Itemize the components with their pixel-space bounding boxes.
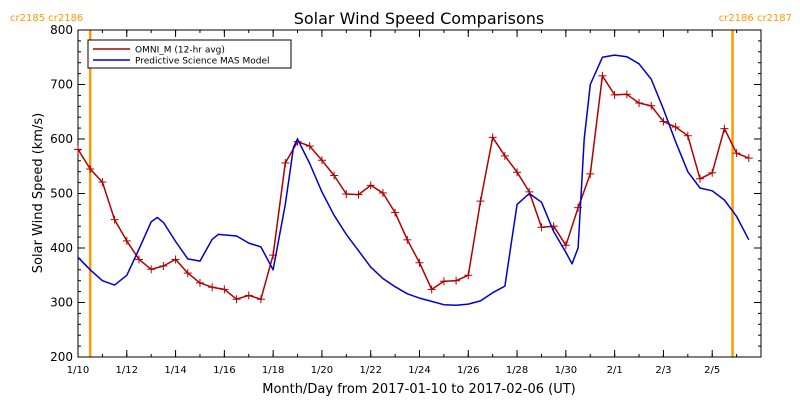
y-tick-label: 400 <box>50 241 73 255</box>
data-point-marker <box>86 164 95 173</box>
data-point-marker <box>391 208 400 217</box>
y-tick-label: 200 <box>50 350 73 364</box>
x-tick-label: 1/24 <box>408 365 430 376</box>
data-point-marker <box>281 158 290 167</box>
data-point-marker <box>598 71 607 80</box>
x-tick-label: 2/1 <box>607 365 623 376</box>
x-axis-label: Month/Day from 2017-01-10 to 2017-02-06 … <box>262 382 575 397</box>
series-line-2 <box>77 54 750 306</box>
cr-label: cr2185 cr2186 <box>10 13 83 24</box>
y-tick-label: 800 <box>50 23 73 37</box>
data-point-marker <box>110 215 119 224</box>
data-point-marker <box>195 278 204 287</box>
data-point-marker <box>122 236 131 245</box>
x-tick-label: 1/10 <box>67 365 89 376</box>
x-tick-label: 1/20 <box>311 365 333 376</box>
data-point-marker <box>98 178 107 187</box>
y-tick-label: 700 <box>50 78 73 92</box>
x-tick-label: 2/3 <box>655 365 671 376</box>
data-point-marker <box>147 265 156 274</box>
series-line-1 <box>77 75 750 300</box>
data-point-marker <box>708 168 717 177</box>
data-point-marker <box>183 269 192 278</box>
y-axis-label: Solar Wind Speed (km/s) <box>31 113 46 273</box>
data-point-marker <box>159 261 168 270</box>
data-point-marker <box>622 90 631 99</box>
data-point-marker <box>378 188 387 197</box>
data-point-marker <box>134 255 143 264</box>
data-point-marker <box>403 235 412 244</box>
data-point-marker <box>464 271 473 280</box>
legend: OMNI_M (12-hr avg)Predictive Science MAS… <box>87 39 292 69</box>
data-point-marker <box>610 90 619 99</box>
data-point-marker <box>635 99 644 108</box>
data-point-marker <box>696 174 705 183</box>
data-point-marker <box>305 142 314 151</box>
x-tick-label: 1/16 <box>213 365 235 376</box>
x-tick-label: 1/28 <box>506 365 528 376</box>
data-point-marker <box>537 223 546 232</box>
data-point-marker <box>476 197 485 206</box>
data-point-marker <box>452 276 461 285</box>
y-tick-label: 300 <box>50 296 73 310</box>
legend-label: OMNI_M (12-hr avg) <box>135 46 225 56</box>
data-point-marker <box>330 171 339 180</box>
data-point-marker <box>220 285 229 294</box>
carrington-rotation-layer: cr2185 cr2186 cr2186 cr2187 <box>10 13 792 357</box>
data-point-marker <box>317 156 326 165</box>
x-tick-label: 1/12 <box>116 365 138 376</box>
data-point-marker <box>720 124 729 133</box>
series-layer <box>74 54 753 306</box>
x-tick-label: 1/30 <box>555 365 577 376</box>
data-point-marker <box>171 255 180 264</box>
data-point-marker <box>500 151 509 160</box>
data-point-marker <box>488 133 497 142</box>
data-point-marker <box>256 295 265 304</box>
y-tick-label: 600 <box>50 132 73 146</box>
data-point-marker <box>366 181 375 190</box>
data-point-marker <box>342 190 351 199</box>
data-point-marker <box>659 117 668 126</box>
data-point-marker <box>671 123 680 132</box>
legend-box <box>87 39 292 69</box>
data-point-marker <box>354 190 363 199</box>
data-point-marker <box>561 241 570 250</box>
data-point-marker <box>744 154 753 163</box>
x-tick-label: 2/5 <box>704 365 720 376</box>
data-point-marker <box>74 145 82 154</box>
chart-title: Solar Wind Speed Comparisons <box>294 9 545 28</box>
data-point-marker <box>427 285 436 294</box>
data-point-marker <box>208 283 217 292</box>
data-point-marker <box>244 291 253 300</box>
x-tick-label: 1/22 <box>359 365 381 376</box>
axes-layer: 200 300 400 500 600 700 800 1/10 1/12 1/14 1/16 1/1… <box>50 23 762 376</box>
data-point-marker <box>647 101 656 110</box>
y-tick-label: 500 <box>50 187 73 201</box>
data-point-marker <box>586 169 595 178</box>
x-tick-label: 1/18 <box>262 365 284 376</box>
data-point-marker <box>439 277 448 286</box>
x-tick-label: 1/14 <box>164 365 186 376</box>
data-point-marker <box>732 149 741 158</box>
data-point-marker <box>683 131 692 140</box>
cr-label: cr2186 cr2187 <box>719 13 792 24</box>
data-point-marker <box>513 168 522 177</box>
data-point-marker <box>415 258 424 267</box>
data-point-marker <box>232 295 241 304</box>
x-tick-label: 1/26 <box>457 365 479 376</box>
legend-label: Predictive Science MAS Model <box>135 57 270 67</box>
